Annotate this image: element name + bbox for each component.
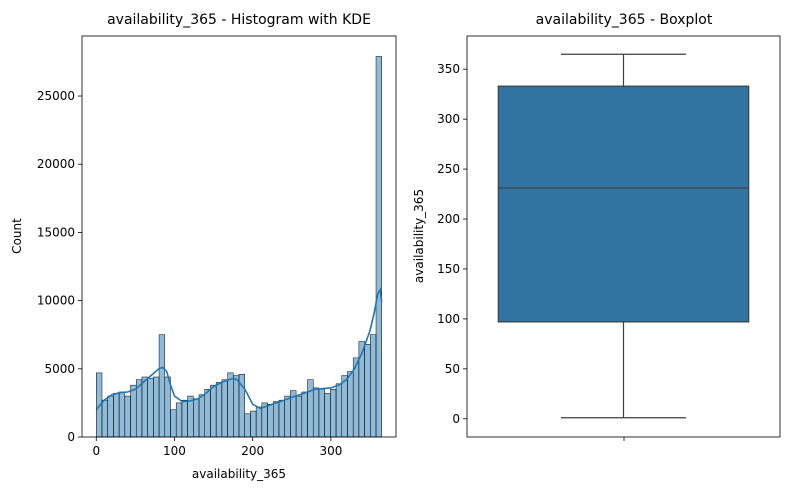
histogram-bar (113, 393, 120, 438)
y-tick-label: 0 (452, 412, 460, 426)
histogram-title: availability_365 - Histogram with KDE (107, 12, 371, 28)
histogram-y-label: Count (10, 218, 24, 254)
y-tick-label: 50 (445, 362, 460, 376)
histogram-bar (210, 384, 217, 438)
histogram-bar (187, 395, 194, 438)
x-tick-label: 100 (163, 444, 186, 458)
histogram-bar (175, 402, 183, 438)
y-tick-label: 100 (437, 312, 460, 326)
y-tick-label: 0 (67, 430, 75, 444)
histogram-bar (221, 379, 228, 438)
histogram-bar (301, 391, 308, 438)
boxplot-y-ticks: 0 50 100 150 200 250 300 350 (437, 62, 467, 426)
x-tick-label: 200 (241, 444, 264, 458)
histogram-axes-frame (81, 35, 397, 438)
histogram-bar (335, 383, 343, 438)
x-tick-label: 300 (319, 444, 342, 458)
histogram-bar (198, 394, 205, 438)
histogram-bar (130, 384, 137, 438)
histogram-bar (324, 393, 331, 438)
histogram-bar (101, 399, 108, 438)
histogram-bar (153, 376, 160, 438)
y-tick-label: 10000 (37, 294, 75, 308)
y-tick-label: 150 (437, 262, 460, 276)
x-tick-label: 0 (92, 444, 100, 458)
histogram-bar (244, 413, 251, 438)
histogram-bar (267, 404, 274, 438)
histogram-bar (278, 399, 285, 438)
histogram-x-ticks: 0 100 200 300 (92, 437, 342, 458)
histogram-bar (307, 379, 314, 438)
histogram-bar (233, 375, 240, 438)
histogram-bar (118, 391, 126, 438)
histogram-bar (318, 389, 325, 438)
kde-line (95, 287, 383, 411)
boxplot-title: availability_365 - Boxplot (536, 12, 713, 28)
y-tick-label: 15000 (37, 225, 75, 239)
y-tick-label: 200 (437, 212, 460, 226)
histogram-bar (141, 376, 148, 438)
histogram-bars (96, 56, 382, 438)
histogram-bar (284, 395, 291, 438)
histogram-bar (170, 409, 177, 438)
histogram-bar (147, 378, 154, 438)
y-tick-label: 350 (437, 62, 460, 76)
histogram-y-ticks: 0 5000 10000 15000 20000 25000 (37, 89, 82, 444)
histogram-panel: availability_365 - Histogram with KDE 0 1… (10, 12, 397, 481)
histogram-bar (107, 395, 114, 438)
boxplot-box (497, 85, 750, 323)
histogram-bar (295, 395, 303, 438)
y-tick-label: 25000 (37, 89, 75, 103)
histogram-bar (124, 395, 131, 438)
histogram-bar (193, 398, 200, 438)
histogram-bar (330, 389, 337, 438)
histogram-bar (341, 375, 348, 438)
histogram-bar (370, 334, 377, 438)
histogram-bar (375, 56, 382, 438)
histogram-x-label: availability_365 (192, 467, 286, 481)
histogram-bar (181, 399, 188, 438)
histogram-bar (364, 344, 371, 438)
histogram-bar (227, 372, 234, 438)
histogram-bar (273, 401, 280, 438)
histogram-bar (158, 334, 166, 438)
histogram-bar (215, 382, 223, 438)
histogram-bar (250, 410, 257, 438)
histogram-bar (204, 389, 211, 438)
y-tick-label: 5000 (44, 362, 75, 376)
y-tick-label: 300 (437, 112, 460, 126)
histogram-bar (312, 387, 320, 438)
boxplot-axes-frame (466, 35, 781, 438)
histogram-bar (347, 371, 354, 438)
y-tick-label: 20000 (37, 157, 75, 171)
boxplot-elements (497, 53, 750, 419)
histogram-bar (164, 376, 171, 438)
boxplot-y-label: availability_365 (412, 189, 426, 283)
boxplot-panel: availability_365 - Boxplot 0 50 100 150 200 2… (412, 12, 781, 441)
y-tick-label: 250 (437, 162, 460, 176)
histogram-bar (255, 406, 263, 438)
